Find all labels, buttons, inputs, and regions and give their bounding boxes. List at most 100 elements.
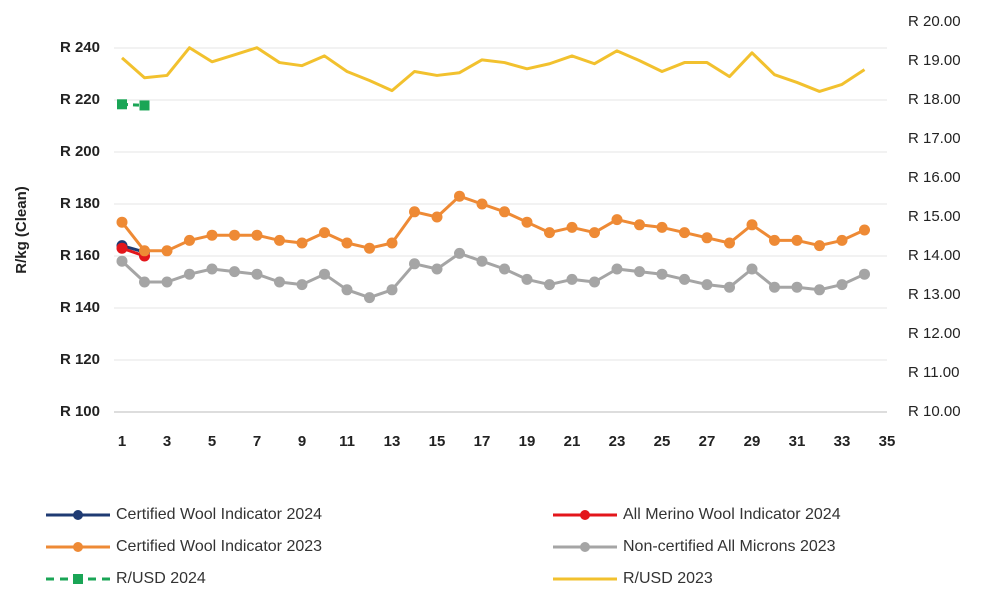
x-tick-label: 27 (699, 433, 716, 450)
legend-marker (580, 542, 590, 552)
y2-tick-label: R 11.00 (908, 364, 959, 381)
y2-tick-label: R 18.00 (908, 91, 961, 108)
legend-marker (73, 510, 83, 520)
x-tick-label: 11 (339, 433, 355, 450)
marker (679, 227, 690, 239)
marker (319, 227, 330, 239)
marker (499, 206, 510, 218)
marker (229, 266, 240, 278)
marker (319, 268, 330, 280)
marker (251, 229, 263, 241)
series-line (121, 46, 866, 93)
marker (116, 216, 128, 228)
x-tick-label: 1 (118, 433, 126, 450)
x-tick-label: 21 (564, 433, 581, 450)
legend-label: Certified Wool Indicator 2023 (116, 538, 322, 555)
marker (274, 234, 285, 246)
marker (814, 240, 825, 252)
x-tick-label: 17 (474, 433, 491, 450)
marker (206, 263, 218, 275)
y-tick-label: R 120 (60, 351, 100, 368)
marker (791, 281, 803, 293)
y2-tick-label: R 19.00 (908, 52, 961, 69)
marker (161, 245, 173, 257)
x-tick-label: 9 (298, 433, 306, 450)
marker (611, 214, 623, 226)
legend-marker (580, 510, 590, 520)
marker (566, 221, 578, 233)
marker (746, 219, 758, 231)
legend-label: Non-certified All Microns 2023 (623, 538, 836, 555)
marker (859, 268, 870, 280)
marker (656, 221, 668, 233)
y2-tick-label: R 16.00 (908, 169, 961, 186)
x-tick-label: 23 (609, 433, 626, 450)
marker (769, 234, 780, 246)
marker (117, 99, 127, 110)
series-line (120, 251, 866, 300)
marker (184, 234, 195, 246)
marker (814, 284, 825, 296)
marker (296, 237, 308, 249)
legend-marker (73, 542, 83, 552)
marker (544, 279, 555, 291)
marker (769, 281, 780, 293)
y2-tick-label: R 15.00 (908, 208, 961, 225)
marker (566, 273, 578, 285)
x-tick-label: 33 (834, 433, 851, 450)
marker (724, 281, 735, 293)
marker (139, 276, 150, 288)
y-tick-label: R 220 (60, 91, 100, 108)
marker (251, 268, 263, 280)
x-tick-label: 25 (654, 433, 671, 450)
y-tick-label: R 160 (60, 247, 100, 264)
marker (836, 279, 848, 291)
marker (431, 211, 443, 223)
marker (116, 255, 128, 267)
marker (409, 258, 420, 270)
marker (139, 245, 150, 257)
marker (454, 247, 465, 259)
x-tick-label: 35 (879, 433, 896, 450)
marker (724, 237, 735, 249)
marker (161, 276, 173, 288)
marker (499, 263, 510, 275)
marker (521, 216, 533, 228)
marker (116, 242, 128, 254)
x-tick-label: 5 (208, 433, 216, 450)
marker (229, 229, 240, 241)
marker (701, 232, 713, 244)
x-tick-label: 7 (253, 433, 261, 450)
y-tick-label: R 140 (60, 299, 100, 316)
marker (341, 284, 353, 296)
marker (431, 263, 443, 275)
marker (521, 273, 533, 285)
legend-marker (73, 574, 83, 584)
y2-tick-label: R 10.00 (908, 403, 961, 420)
x-tick-label: 29 (744, 433, 761, 450)
marker (836, 234, 848, 246)
marker (589, 227, 600, 239)
legend-label: Certified Wool Indicator 2024 (116, 506, 322, 523)
marker (701, 279, 713, 291)
marker (454, 190, 465, 202)
y-axis-label: R/kg (Clean) (13, 186, 30, 274)
marker (364, 292, 375, 304)
legend-label: All Merino Wool Indicator 2024 (623, 506, 841, 523)
y-tick-label: R 100 (60, 403, 100, 420)
marker (611, 263, 623, 275)
marker (791, 234, 803, 246)
marker (386, 237, 398, 249)
series-line (120, 194, 866, 253)
y2-tick-label: R 17.00 (908, 130, 961, 147)
y2-tick-label: R 14.00 (908, 247, 961, 264)
marker (634, 219, 645, 231)
marker (679, 273, 690, 285)
x-tick-label: 19 (519, 433, 536, 450)
marker (656, 268, 668, 280)
marker (634, 266, 645, 278)
marker (589, 276, 600, 288)
legend-label: R/USD 2024 (116, 570, 206, 587)
marker (184, 268, 195, 280)
